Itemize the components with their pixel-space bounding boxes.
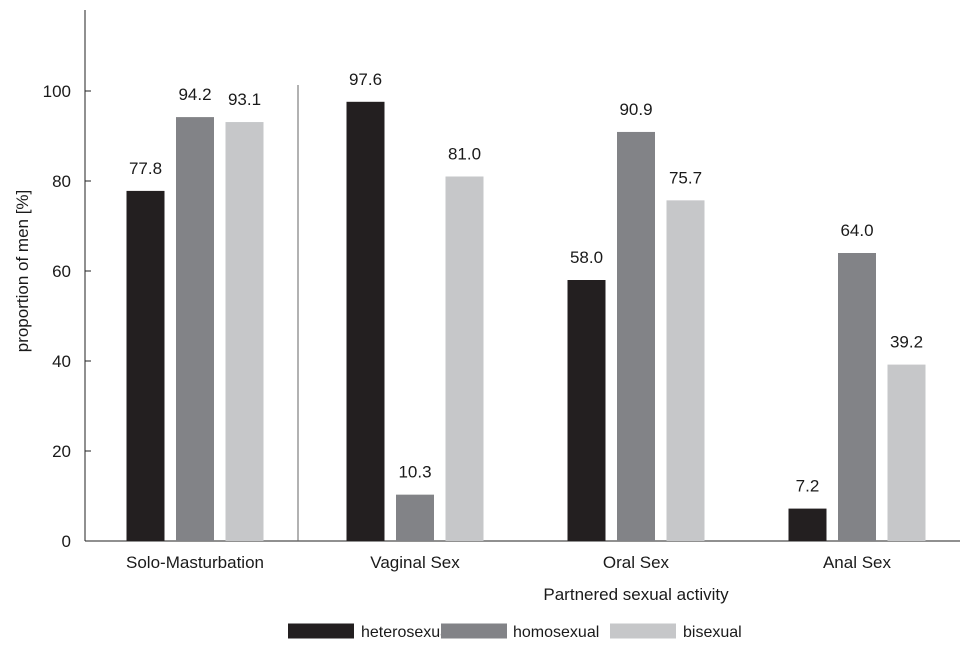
legend-label-bisexual: bisexual: [683, 624, 742, 641]
y-tick-label: 40: [52, 352, 71, 371]
y-tick-label: 100: [43, 82, 71, 101]
data-label: 10.3: [398, 463, 431, 482]
data-label: 93.1: [228, 90, 261, 109]
bar-homosexual: [838, 253, 876, 541]
bar-homosexual: [176, 117, 214, 541]
bars: [126, 101, 926, 542]
y-tick-label: 20: [52, 442, 71, 461]
data-label: 90.9: [619, 100, 652, 119]
x-tick-label: Oral Sex: [603, 553, 670, 572]
data-label: 39.2: [890, 333, 923, 352]
legend-swatch-bisexual: [610, 623, 676, 639]
bar-heterosexual: [126, 190, 165, 541]
bar-homosexual: [396, 494, 434, 541]
x-tick-label: Solo-Masturbation: [126, 553, 264, 572]
legend-label-homosexual: homosexual: [513, 624, 599, 641]
data-label: 97.6: [349, 70, 382, 89]
data-label: 64.0: [840, 221, 873, 240]
value-labels: 77.8 97.6 58.0 7.2 94.2 10.3 90.9 64.0 93.1 81.0 7…: [129, 70, 923, 496]
bar-bisexual: [887, 364, 926, 541]
data-label: 7.2: [796, 477, 820, 496]
bar-heterosexual: [788, 508, 827, 541]
data-label: 94.2: [178, 85, 211, 104]
data-label: 77.8: [129, 159, 162, 178]
x-tick-label: Vaginal Sex: [370, 553, 460, 572]
legend-swatch-heterosexual: [288, 623, 354, 639]
y-axis-title: proportion of men [%]: [13, 190, 32, 353]
bar-bisexual: [445, 176, 484, 541]
legend: heterosexual homosexual bisexual: [288, 623, 742, 641]
y-tick-label: 60: [52, 262, 71, 281]
data-label: 75.7: [669, 168, 702, 187]
y-tick-label: 80: [52, 172, 71, 191]
x-axis-title: Partnered sexual activity: [543, 585, 729, 604]
axes: 0 20 40 60 80 100 Solo-Masturbation Vaginal Sex…: [43, 10, 960, 572]
bar-homosexual: [617, 131, 655, 541]
bar-heterosexual: [567, 280, 606, 541]
x-tick-label: Anal Sex: [823, 553, 892, 572]
bar-bisexual: [225, 122, 264, 542]
data-label: 81.0: [448, 145, 481, 164]
bar-bisexual: [666, 200, 705, 541]
data-label: 58.0: [570, 248, 603, 267]
bar-heterosexual: [346, 101, 385, 542]
legend-label-heterosexual: heterosexual: [361, 624, 453, 641]
y-tick-label: 0: [62, 532, 71, 551]
legend-swatch-homosexual: [441, 623, 507, 639]
